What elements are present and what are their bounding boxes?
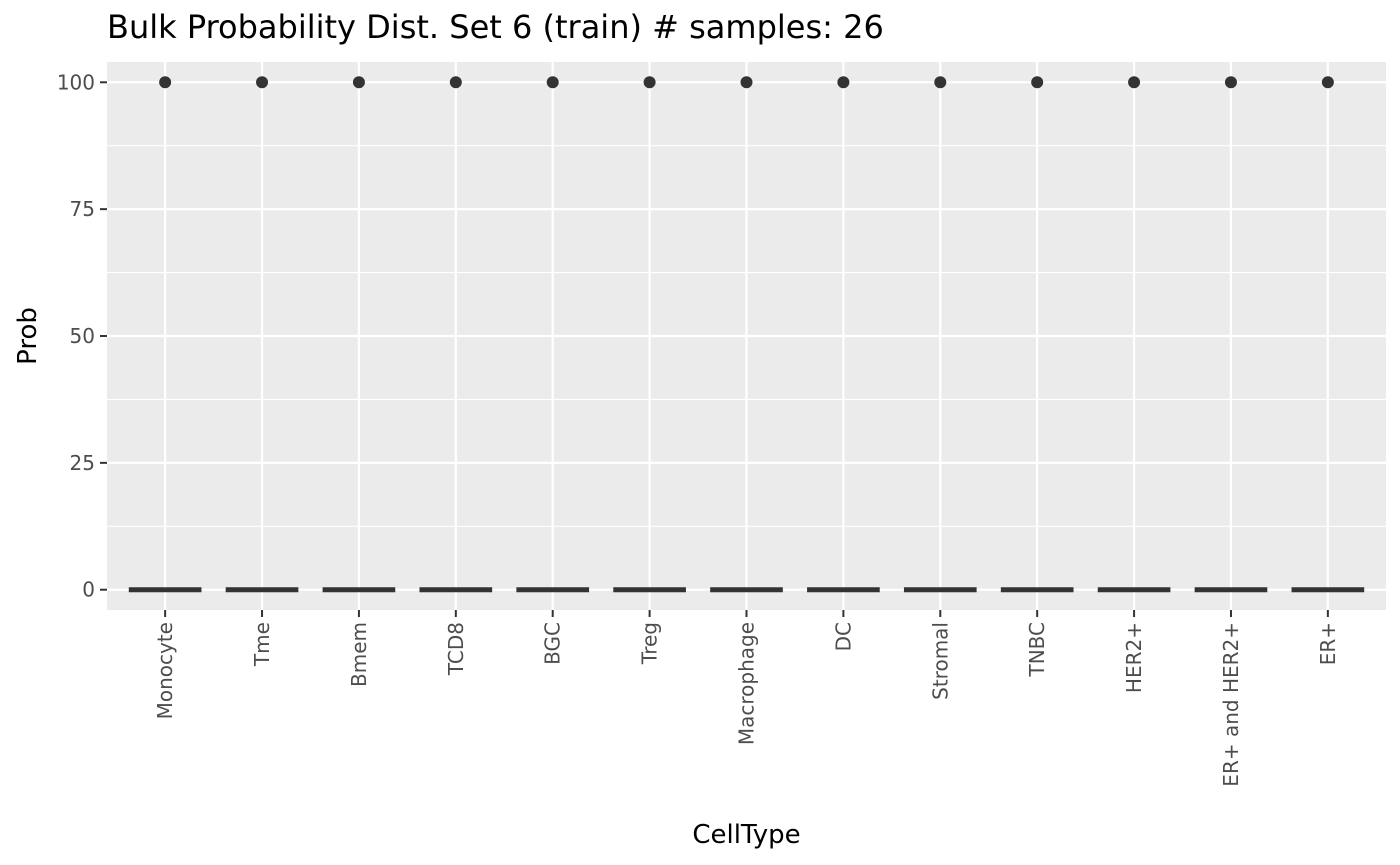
x-tick-label: ER+ xyxy=(1316,622,1340,665)
outlier-point xyxy=(159,76,172,89)
outlier-point xyxy=(837,76,850,89)
x-tick-label: DC xyxy=(831,622,855,651)
x-tick-label: Tme xyxy=(250,622,274,667)
x-tick-label: Treg xyxy=(638,622,662,665)
outlier-point xyxy=(740,76,753,89)
x-axis: Monocyte Tme Bmem TCD8 BGC Treg Macrophage DC St… xyxy=(153,610,1340,787)
outlier-point xyxy=(546,76,559,89)
x-tick-label: ER+ and HER2+ xyxy=(1219,622,1243,787)
x-tick-label: BGC xyxy=(541,622,565,665)
outlier-point xyxy=(449,76,462,89)
x-tick-label: Macrophage xyxy=(735,622,759,745)
outlier-point xyxy=(1321,76,1334,89)
outlier-point xyxy=(643,76,656,89)
outlier-point xyxy=(1031,76,1044,89)
x-tick-label: Monocyte xyxy=(153,622,177,719)
x-tick-label: TNBC xyxy=(1025,622,1049,678)
y-tick-label: 75 xyxy=(70,197,95,221)
outlier-points xyxy=(159,76,1334,89)
outlier-point xyxy=(352,76,365,89)
x-tick-label: Stromal xyxy=(928,622,952,700)
y-axis-label: Prob xyxy=(13,307,43,365)
outlier-point xyxy=(934,76,947,89)
chart-title: Bulk Probability Dist. Set 6 (train) # s… xyxy=(107,8,884,46)
grid-major xyxy=(107,62,1386,610)
x-tick-label: Bmem xyxy=(347,622,371,687)
outlier-point xyxy=(1224,76,1237,89)
y-axis: 0 25 50 75 100 xyxy=(57,70,107,602)
x-tick-label: HER2+ xyxy=(1122,622,1146,693)
outlier-point xyxy=(256,76,269,89)
y-tick-label: 0 xyxy=(82,578,95,602)
y-tick-label: 50 xyxy=(70,324,95,348)
y-tick-label: 100 xyxy=(57,70,95,94)
outlier-point xyxy=(1128,76,1141,89)
x-axis-label: CellType xyxy=(692,820,800,850)
y-tick-label: 25 xyxy=(70,451,95,475)
x-tick-label: TCD8 xyxy=(444,622,468,676)
